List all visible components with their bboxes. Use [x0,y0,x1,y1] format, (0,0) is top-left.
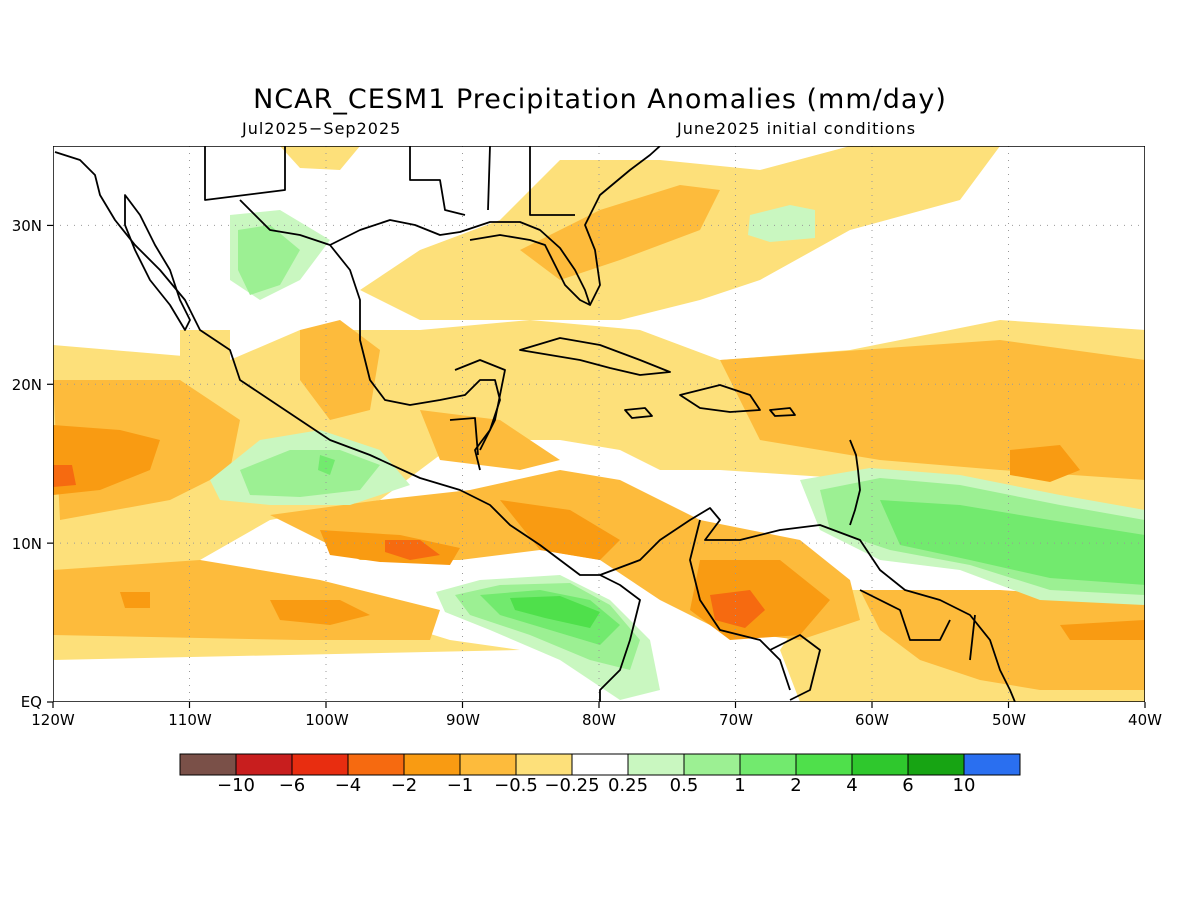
colorbar-swatch [235,753,293,776]
anomaly-fill-strong-dry [53,465,765,628]
lon-label: 40W [1128,711,1162,729]
colorbar-swatch [291,753,349,776]
colorbar-swatch [683,753,741,776]
colorbar-label: 2 [790,775,802,796]
lat-label: 20N [12,376,42,394]
colorbar-swatch [795,753,853,776]
lat-axis-labels: EQ 10N 20N 30N [12,217,42,711]
lat-label: 10N [12,535,42,553]
lon-label: 120W [31,711,75,729]
colorbar [179,753,1021,776]
colorbar-swatch [179,753,237,776]
colorbar-label: −0.25 [544,775,600,796]
lon-label: 50W [992,711,1026,729]
colorbar-swatch [403,753,461,776]
map-title: NCAR_CESM1 Precipitation Anomalies (mm/d… [253,84,947,115]
colorbar-swatch [851,753,909,776]
lat-label: 30N [12,217,42,235]
valid-period: Jul2025−Sep2025 [242,119,402,138]
anomaly-field [53,146,1145,702]
colorbar-label: 10 [952,775,976,796]
lon-label: 100W [305,711,349,729]
axis-ticks [47,224,1146,708]
colorbar-label: −2 [390,775,418,796]
colorbar-swatch [571,753,629,776]
colorbar-label: 0.25 [607,775,649,796]
colorbar-swatch [515,753,573,776]
initial-conditions: June2025 initial conditions [677,119,917,138]
colorbar-swatch [739,753,797,776]
colorbar-label: −10 [217,775,255,796]
colorbar-swatch [627,753,685,776]
lon-label: 60W [855,711,889,729]
colorbar-swatch [963,753,1021,776]
lon-label: 110W [168,711,212,729]
coastlines [54,146,1016,702]
lat-lon-gridlines [53,146,1145,702]
anomaly-fill-strong-wet [510,596,600,628]
lon-label: 80W [582,711,616,729]
colorbar-swatch [459,753,517,776]
colorbar-label: −0.5 [494,775,538,796]
colorbar-swatch [907,753,965,776]
colorbar-label: −6 [278,775,306,796]
lon-label: 90W [446,711,480,729]
colorbar-label: 4 [846,775,858,796]
colorbar-label: −1 [446,775,474,796]
colorbar-label: 0.5 [669,775,699,796]
lon-axis-labels: 120W 110W 100W 90W 80W 70W 60W 50W 40W [31,711,1162,729]
colorbar-swatch [347,753,405,776]
lon-label: 70W [719,711,753,729]
colorbar-label: 1 [734,775,746,796]
lat-label: EQ [21,693,42,711]
colorbar-label: −4 [334,775,362,796]
colorbar-label: 6 [902,775,914,796]
